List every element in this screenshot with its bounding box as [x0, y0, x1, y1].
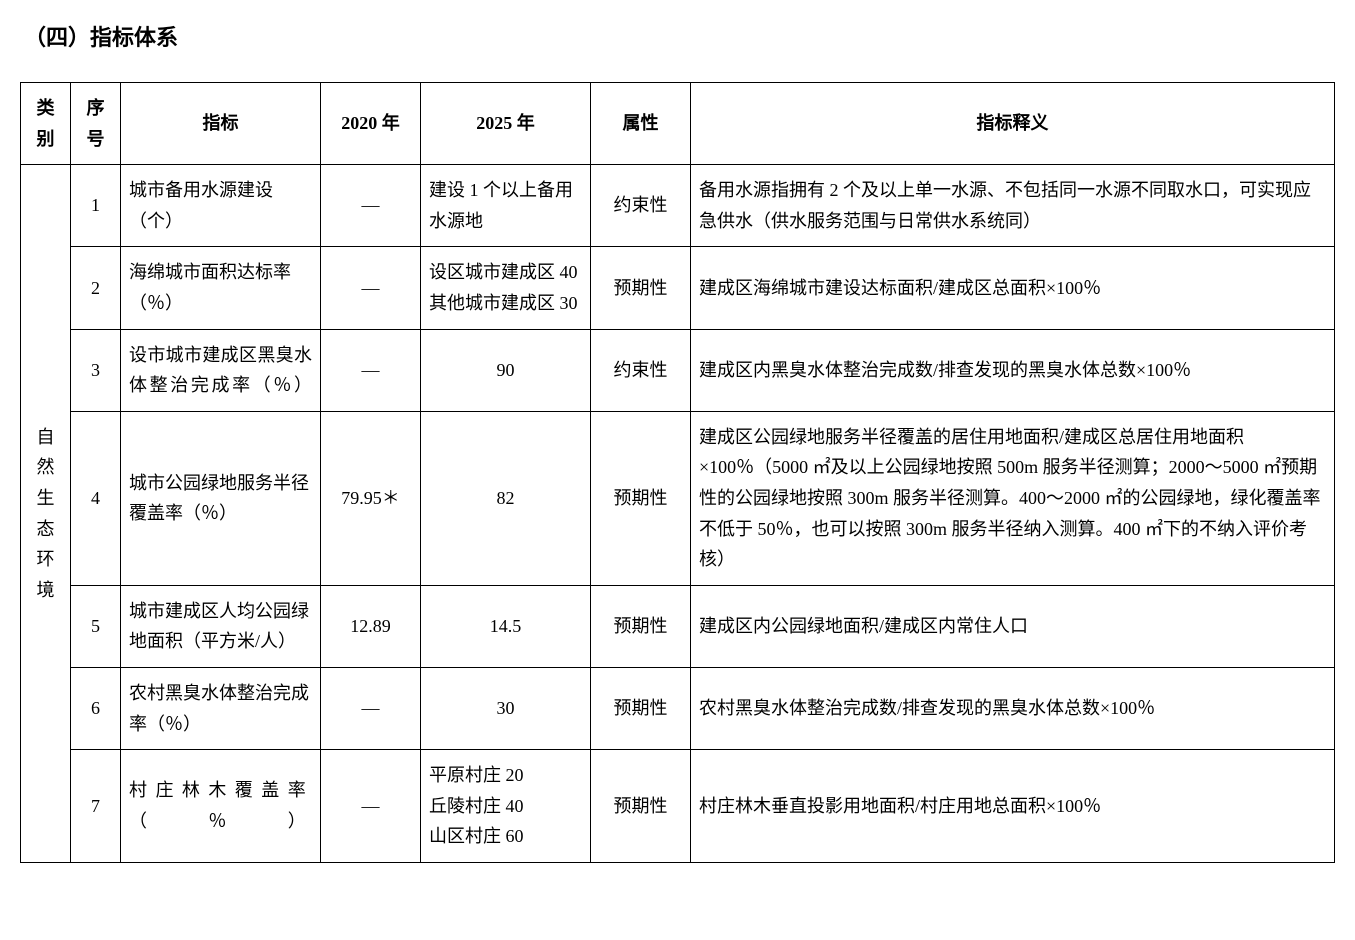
cell-indicator: 城市公园绿地服务半径覆盖率（％） [121, 411, 321, 585]
table-row: 3 设市城市建成区黑臭水体整治完成率（％） — 90 约束性 建成区内黑臭水体整… [21, 329, 1335, 411]
cell-num: 7 [71, 750, 121, 863]
cell-attr: 预期性 [591, 247, 691, 329]
cell-2020: — [321, 165, 421, 247]
table-row: 4 城市公园绿地服务半径覆盖率（％） 79.95＊ 82 预期性 建成区公园绿地… [21, 411, 1335, 585]
cell-definition: 建成区公园绿地服务半径覆盖的居住用地面积/建成区总居住用地面积×100％（500… [691, 411, 1335, 585]
cell-2025: 平原村庄 20丘陵村庄 40山区村庄 60 [421, 750, 591, 863]
table-row: 2 海绵城市面积达标率（％） — 设区城市建成区 40其他城市建成区 30 预期… [21, 247, 1335, 329]
cell-attr: 预期性 [591, 411, 691, 585]
cell-attr: 预期性 [591, 585, 691, 667]
cell-2025: 90 [421, 329, 591, 411]
cell-indicator: 设市城市建成区黑臭水体整治完成率（％） [121, 329, 321, 411]
cell-indicator: 海绵城市面积达标率（％） [121, 247, 321, 329]
col-header-num: 序号 [71, 83, 121, 165]
cell-2020: — [321, 750, 421, 863]
category-cell: 自然生态环境 [21, 165, 71, 863]
cell-2020: — [321, 667, 421, 749]
table-row: 自然生态环境 1 城市备用水源建设（个） — 建设 1 个以上备用水源地 约束性… [21, 165, 1335, 247]
section-title: （四）指标体系 [24, 20, 1335, 52]
cell-2025: 82 [421, 411, 591, 585]
cell-indicator: 农村黑臭水体整治完成率（％） [121, 667, 321, 749]
cell-2025: 建设 1 个以上备用水源地 [421, 165, 591, 247]
col-header-definition: 指标释义 [691, 83, 1335, 165]
cell-2020: 79.95＊ [321, 411, 421, 585]
cell-definition: 备用水源指拥有 2 个及以上单一水源、不包括同一水源不同取水口，可实现应急供水（… [691, 165, 1335, 247]
table-row: 6 农村黑臭水体整治完成率（％） — 30 预期性 农村黑臭水体整治完成数/排查… [21, 667, 1335, 749]
cell-definition: 建成区内黑臭水体整治完成数/排查发现的黑臭水体总数×100％ [691, 329, 1335, 411]
cell-num: 6 [71, 667, 121, 749]
cell-indicator: 村庄林木覆盖率（％） [121, 750, 321, 863]
cell-attr: 预期性 [591, 667, 691, 749]
cell-indicator: 城市建成区人均公园绿地面积（平方米/人） [121, 585, 321, 667]
cell-2020: — [321, 329, 421, 411]
col-header-2025: 2025 年 [421, 83, 591, 165]
col-header-2020: 2020 年 [321, 83, 421, 165]
cell-2025: 设区城市建成区 40其他城市建成区 30 [421, 247, 591, 329]
cell-attr: 约束性 [591, 165, 691, 247]
col-header-attr: 属性 [591, 83, 691, 165]
cell-num: 2 [71, 247, 121, 329]
cell-num: 5 [71, 585, 121, 667]
cell-attr: 预期性 [591, 750, 691, 863]
col-header-indicator: 指标 [121, 83, 321, 165]
table-row: 5 城市建成区人均公园绿地面积（平方米/人） 12.89 14.5 预期性 建成… [21, 585, 1335, 667]
cell-2020: — [321, 247, 421, 329]
cell-2020: 12.89 [321, 585, 421, 667]
cell-indicator: 城市备用水源建设（个） [121, 165, 321, 247]
cell-attr: 约束性 [591, 329, 691, 411]
cell-2025: 14.5 [421, 585, 591, 667]
cell-indicator-text: 村庄林木覆盖率（％） [129, 780, 312, 831]
cell-definition: 建成区海绵城市建设达标面积/建成区总面积×100％ [691, 247, 1335, 329]
col-header-category: 类别 [21, 83, 71, 165]
table-header-row: 类别 序号 指标 2020 年 2025 年 属性 指标释义 [21, 83, 1335, 165]
cell-definition: 村庄林木垂直投影用地面积/村庄用地总面积×100％ [691, 750, 1335, 863]
cell-definition: 农村黑臭水体整治完成数/排查发现的黑臭水体总数×100％ [691, 667, 1335, 749]
cell-num: 1 [71, 165, 121, 247]
cell-2025: 30 [421, 667, 591, 749]
cell-num: 3 [71, 329, 121, 411]
indicator-table: 类别 序号 指标 2020 年 2025 年 属性 指标释义 自然生态环境 1 … [20, 82, 1335, 863]
cell-num: 4 [71, 411, 121, 585]
table-row: 7 村庄林木覆盖率（％） — 平原村庄 20丘陵村庄 40山区村庄 60 预期性… [21, 750, 1335, 863]
cell-definition: 建成区内公园绿地面积/建成区内常住人口 [691, 585, 1335, 667]
